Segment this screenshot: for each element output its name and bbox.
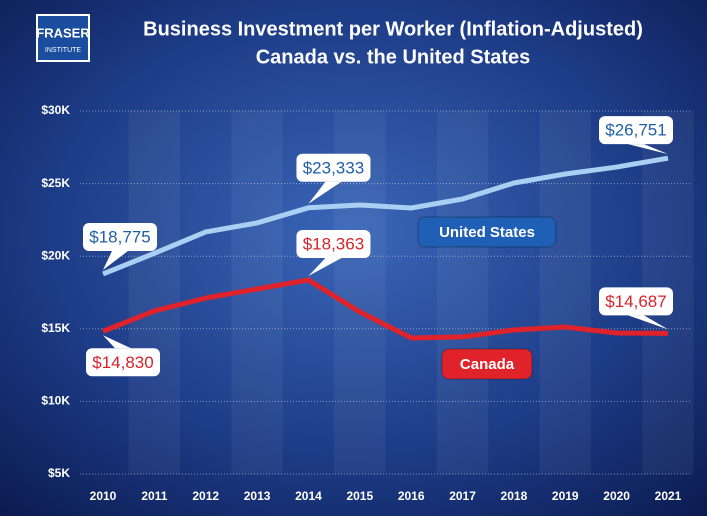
x-tick-label: 2014	[295, 489, 322, 503]
series-line	[102, 277, 669, 341]
logo-subtext: INSTITUTE	[45, 47, 81, 54]
x-tick-label: 2012	[192, 489, 219, 503]
y-tick-label: $25K	[41, 176, 70, 190]
column-band	[436, 111, 489, 474]
data-label: $26,751	[605, 121, 666, 140]
callout-box	[296, 153, 371, 182]
x-tick-label: 2018	[501, 489, 528, 503]
data-label: $18,363	[303, 234, 364, 253]
series-line	[102, 155, 669, 277]
legend-box	[441, 348, 533, 380]
y-tick-label: $5K	[48, 466, 70, 480]
y-tick-label: $15K	[41, 321, 70, 335]
x-tick-label: 2016	[398, 489, 425, 503]
data-label: $14,830	[92, 353, 153, 372]
x-tick-label: 2021	[655, 489, 682, 503]
column-band	[539, 111, 591, 474]
data-label: $14,687	[605, 292, 666, 311]
x-tick-label: 2011	[141, 489, 167, 503]
x-tick-label: 2017	[449, 489, 476, 503]
legend-label: Canada	[460, 356, 515, 373]
callout-pointer	[308, 257, 342, 276]
logo-inner	[38, 16, 88, 60]
callout-box	[599, 287, 673, 316]
callout-box	[83, 222, 157, 251]
callout-box	[296, 229, 371, 258]
y-tick-label: $10K	[41, 394, 70, 408]
x-tick-label: 2019	[552, 489, 579, 503]
callout-pointer	[308, 181, 342, 204]
y-tick-label: $30K	[41, 103, 70, 117]
column-band	[128, 111, 181, 474]
data-label: $23,333	[303, 158, 364, 177]
x-tick-label: 2013	[244, 489, 271, 503]
callout-pointer	[103, 250, 128, 270]
legend-label: United States	[439, 224, 535, 241]
x-tick-label: 2015	[346, 489, 373, 503]
legend-box	[417, 216, 557, 248]
chart-subtitle: Canada vs. the United States	[256, 46, 531, 68]
data-label: $18,775	[89, 227, 150, 246]
x-tick-label: 2010	[90, 489, 117, 503]
chart-title: Business Investment per Worker (Inflatio…	[143, 18, 643, 40]
callout-box	[86, 348, 160, 377]
callout-pointer	[103, 335, 131, 349]
callout-pointer	[628, 144, 668, 155]
x-tick-label: 2020	[603, 489, 630, 503]
callout-pointer	[628, 315, 668, 330]
callout-box	[599, 116, 673, 145]
y-tick-label: $20K	[41, 248, 70, 262]
logo-text: FRASER	[36, 25, 90, 40]
